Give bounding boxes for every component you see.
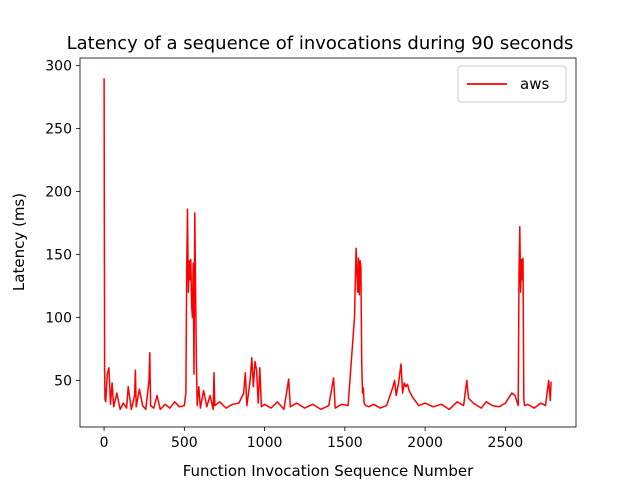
y-tick-label: 250 [45,122,72,138]
y-tick-label: 300 [45,59,72,75]
x-tick-label: 2000 [407,435,443,451]
y-tick-label: 200 [45,184,72,200]
x-tick-label: 2500 [488,435,524,451]
plot-area [80,58,576,427]
x-axis: 0 500 1000 1500 2000 2500 [100,427,524,451]
y-axis: 50 100 150 200 250 300 [45,59,80,389]
series-line-aws [103,78,552,411]
y-tick-label: 100 [45,310,72,326]
chart-title: Latency of a sequence of invocations dur… [67,33,574,54]
x-axis-label: Function Invocation Sequence Number [183,462,474,480]
x-tick-label: 1000 [247,435,283,451]
x-tick-label: 1500 [327,435,363,451]
x-tick-label: 0 [100,435,109,451]
legend-label-aws: aws [520,75,549,93]
y-axis-label: Latency (ms) [10,193,28,291]
y-tick-label: 50 [54,373,72,389]
series-group [103,78,552,411]
x-tick-label: 500 [171,435,198,451]
legend: aws [457,65,567,103]
legend-box [457,65,567,103]
plot-frame [79,57,577,428]
y-tick-label: 150 [45,247,72,263]
